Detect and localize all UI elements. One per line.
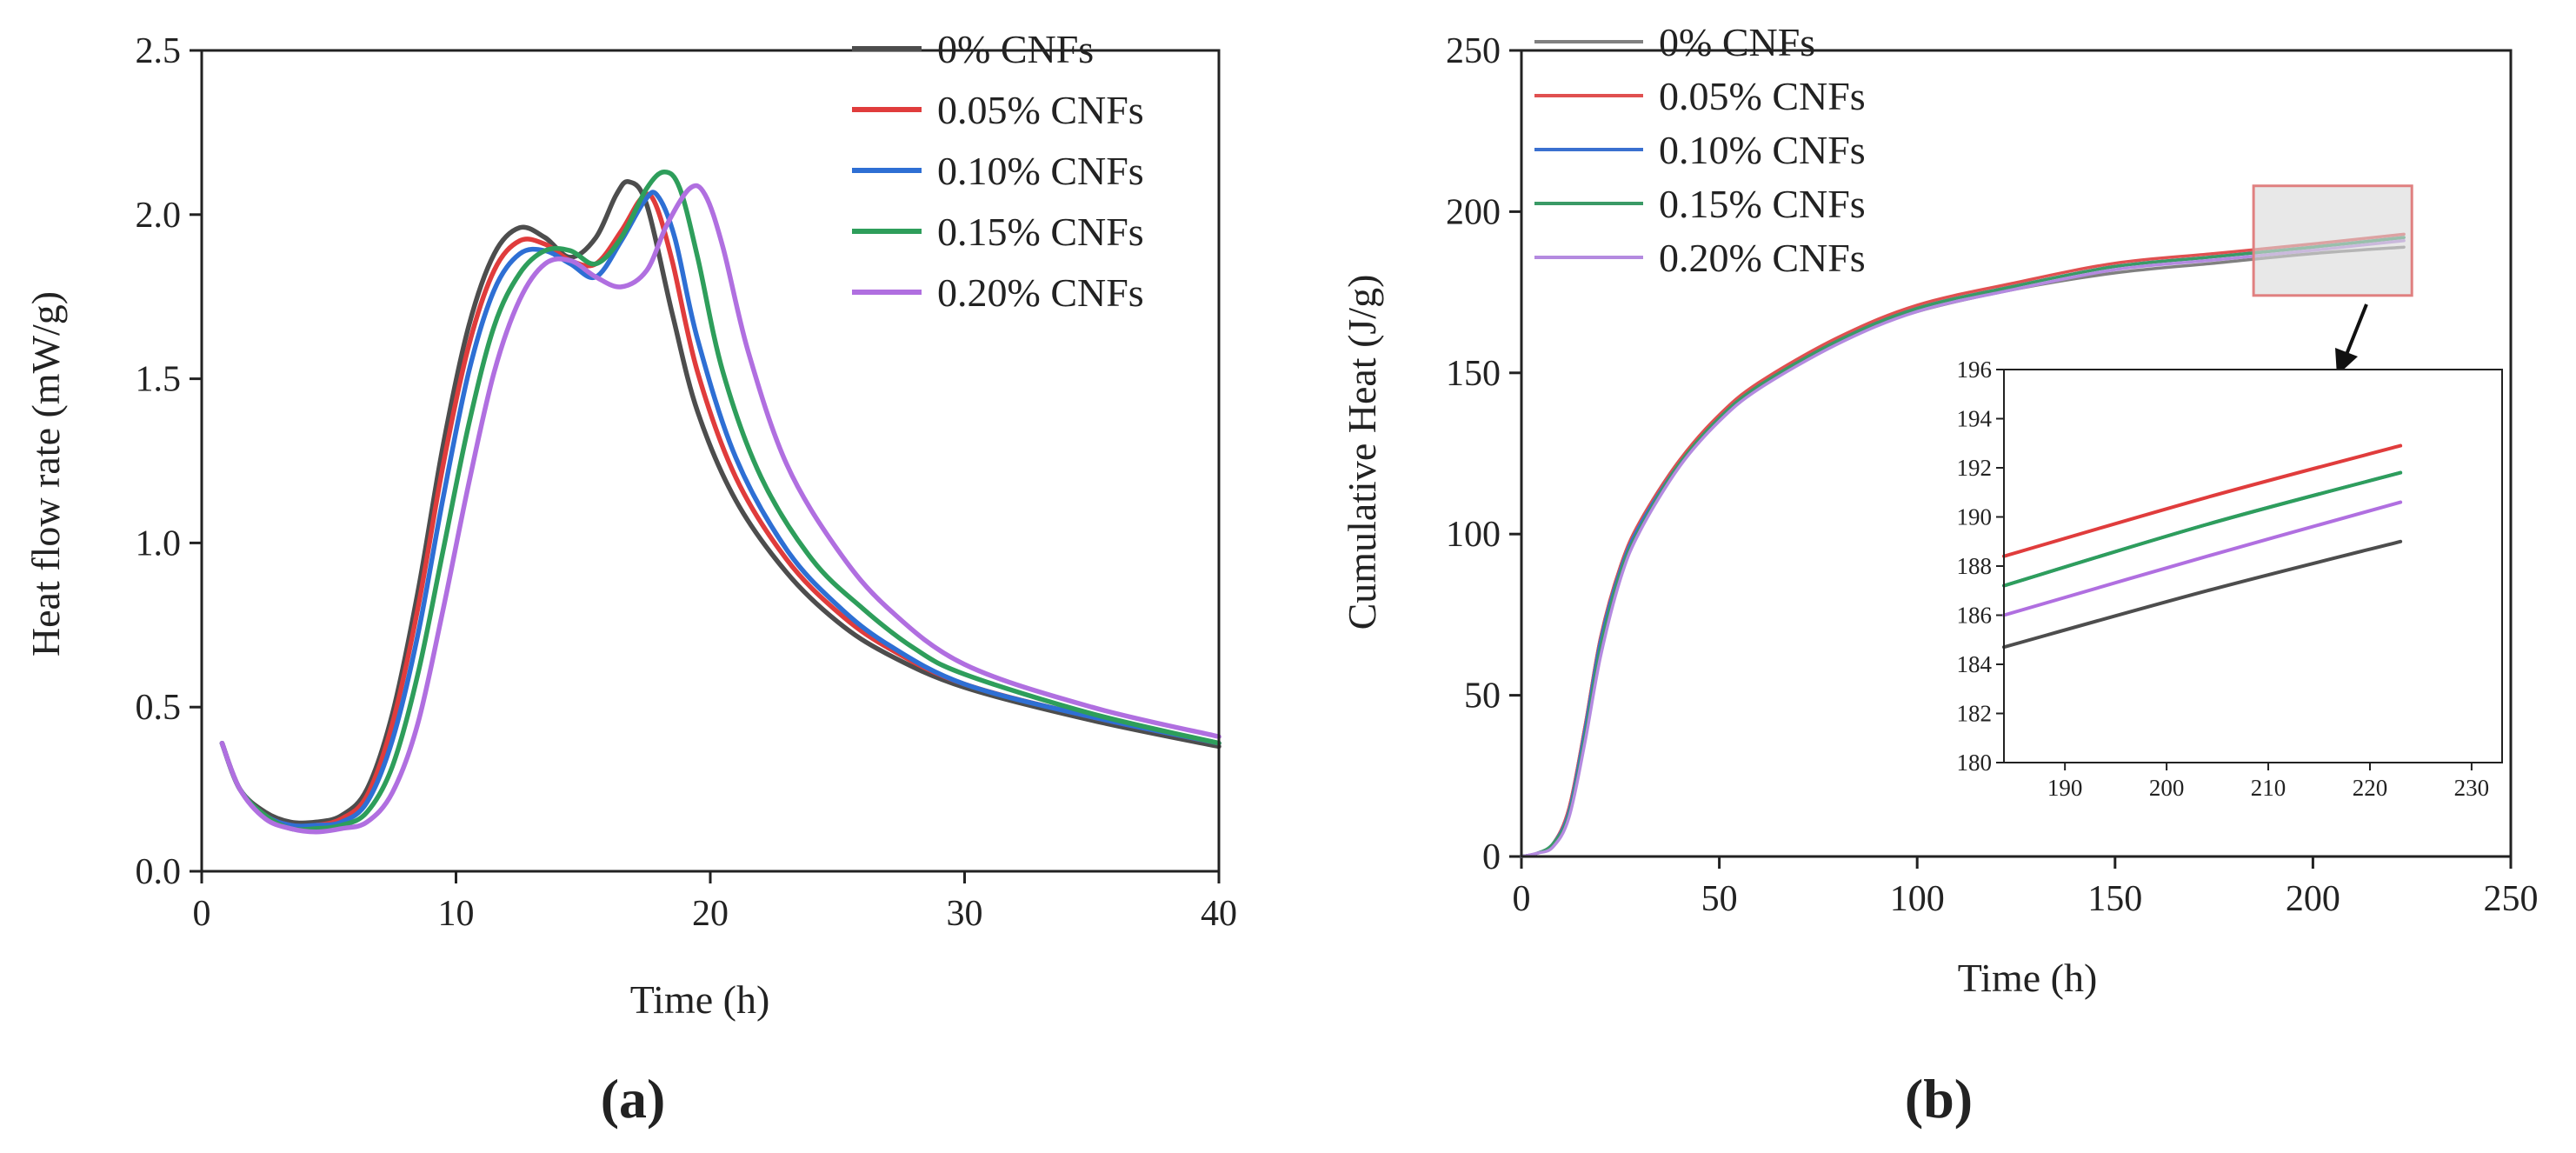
panel-a-chart: 0 10 20 30 40 0.0 0.5 1.0 1.5 2.0 2.5 Time (h) Hea… <box>23 27 1237 1130</box>
x-tick-label: 30 <box>947 894 983 934</box>
y-tick-label: 200 <box>1446 192 1501 232</box>
panel-b-legend: 0% CNFs 0.05% CNFs 0.10% CNFs 0.15% CNFs 0.2… <box>1534 20 1866 280</box>
inset-series-line-0-05pct-cnfs <box>2002 443 2403 558</box>
legend-label-0pct-cnfs: 0% CNFs <box>1659 20 1815 64</box>
y-tick-label: 2.5 <box>136 31 182 71</box>
legend-label-0-20pct-cnfs: 0.20% CNFs <box>937 270 1144 315</box>
panel-b-label: (b) <box>1905 1068 1973 1130</box>
x-tick-label: 0 <box>1513 879 1531 919</box>
legend-label-0-05pct-cnfs: 0.05% CNFs <box>937 88 1144 132</box>
y-tick-label: 2.0 <box>136 196 182 236</box>
panel-a-ticks: 0 10 20 30 40 0.0 0.5 1.0 1.5 2.0 2.5 <box>136 31 1238 934</box>
panel-b-ticks: 0 50 100 150 200 250 0 50 100 150 200 250 <box>1446 31 2539 919</box>
y-tick-label: 50 <box>1464 676 1501 716</box>
panel-a-legend: 0% CNFs 0.05% CNFs 0.10% CNFs 0.15% CNFs 0.2… <box>852 27 1144 315</box>
legend-label-0pct-cnfs: 0% CNFs <box>937 27 1094 71</box>
inset-series-line-0pct-cnfs <box>2002 539 2403 650</box>
x-tick-label: 40 <box>1201 894 1237 934</box>
y-tick-label: 1.0 <box>136 523 182 563</box>
inset-y-tick-label: 184 <box>1957 651 1993 677</box>
x-tick-label: 100 <box>1890 879 1945 919</box>
x-tick-label: 150 <box>2087 879 2142 919</box>
panel-b-x-axis-title: Time (h) <box>1958 956 2098 1000</box>
inset-y-tick-label: 186 <box>1957 603 1993 629</box>
x-tick-label: 0 <box>193 894 211 934</box>
inset-series <box>2002 443 2403 650</box>
panel-a-label: (a) <box>601 1068 666 1130</box>
inset-ticks: 190 200 210 220 230 180 182 184 186 188 190 192 194 1… <box>1957 357 2490 801</box>
series-line-0-20pct-cnfs <box>1520 239 2406 858</box>
panel-b-series <box>1520 232 2406 858</box>
legend-label-0-15pct-cnfs: 0.15% CNFs <box>1659 182 1866 226</box>
panel-a-series <box>219 169 1221 835</box>
panel-b-y-axis-title: Cumulative Heat (J/g) <box>1340 275 1384 630</box>
x-tick-label: 200 <box>2286 879 2340 919</box>
y-tick-label: 0.0 <box>136 852 182 892</box>
zoom-region-box <box>2252 184 2413 297</box>
y-tick-label: 150 <box>1446 354 1501 394</box>
x-tick-label: 250 <box>2484 879 2539 919</box>
inset-x-tick-label: 200 <box>2149 775 2185 801</box>
inset-y-tick-label: 194 <box>1957 406 1993 432</box>
legend-label-0-10pct-cnfs: 0.10% CNFs <box>937 149 1144 193</box>
inset-y-tick-label: 180 <box>1957 750 1993 776</box>
series-line-0-20pct-cnfs <box>219 183 1221 835</box>
legend-label-0-10pct-cnfs: 0.10% CNFs <box>1659 128 1866 172</box>
inset-y-tick-label: 188 <box>1957 553 1993 579</box>
inset-y-tick-label: 196 <box>1957 357 1993 383</box>
y-tick-label: 0 <box>1482 837 1501 877</box>
inset-y-tick-label: 192 <box>1957 455 1993 481</box>
inset-chart: 190 200 210 220 230 180 182 184 186 188 190 192 194 1… <box>1957 357 2503 801</box>
x-tick-label: 10 <box>438 894 475 934</box>
zoom-arrow <box>2344 303 2368 357</box>
panel-a-x-axis-title: Time (h) <box>630 977 770 1022</box>
x-tick-label: 20 <box>692 894 729 934</box>
panel-a-y-axis-title: Heat flow rate (mW/g) <box>23 291 68 656</box>
inset-y-tick-label: 182 <box>1957 701 1993 727</box>
legend-label-0-05pct-cnfs: 0.05% CNFs <box>1659 74 1866 118</box>
inset-background <box>2004 370 2502 763</box>
inset-x-tick-label: 210 <box>2251 775 2286 801</box>
series-line-0pct-cnfs <box>219 178 1221 826</box>
y-tick-label: 1.5 <box>136 360 182 400</box>
y-tick-label: 100 <box>1446 515 1501 555</box>
legend-label-0-15pct-cnfs: 0.15% CNFs <box>937 210 1144 254</box>
series-line-0-10pct-cnfs <box>219 190 1221 829</box>
panel-a-frame <box>200 49 1221 873</box>
legend-label-0-20pct-cnfs: 0.20% CNFs <box>1659 236 1866 280</box>
x-tick-label: 50 <box>1701 879 1738 919</box>
inset-y-tick-label: 190 <box>1957 504 1993 530</box>
inset-x-tick-label: 230 <box>2454 775 2490 801</box>
y-tick-label: 250 <box>1446 31 1501 71</box>
inset-series-line-0-20pct-cnfs <box>2002 500 2403 617</box>
series-line-0-15pct-cnfs <box>219 169 1221 832</box>
inset-series-line-0-15pct-cnfs <box>2002 470 2403 588</box>
inset-frame <box>2003 369 2503 763</box>
y-tick-label: 0.5 <box>136 688 182 728</box>
panel-b-frame <box>1520 49 2513 858</box>
inset-x-tick-label: 220 <box>2353 775 2388 801</box>
inset-x-tick-label: 190 <box>2047 775 2083 801</box>
